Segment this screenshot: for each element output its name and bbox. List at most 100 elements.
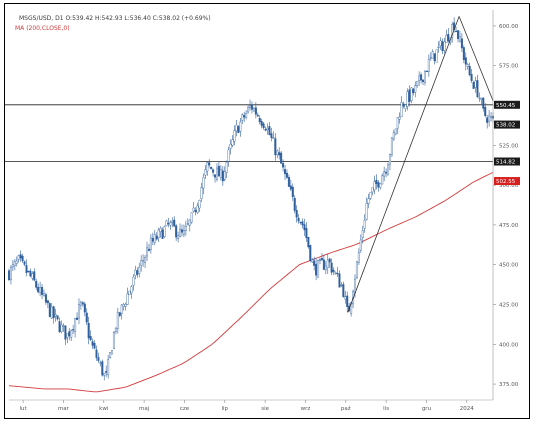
candle-body — [208, 162, 211, 166]
candle-body — [217, 165, 220, 177]
candle-body — [56, 315, 59, 320]
candlestick-chart[interactable]: 600.00575.00550.00525.00500.00475.00450.… — [5, 4, 529, 418]
horizontal-lines-layer — [5, 104, 493, 162]
candle-body — [371, 187, 374, 193]
candle-body — [138, 266, 141, 274]
candle-body — [311, 259, 314, 263]
candle-body — [451, 24, 454, 38]
candle-body — [221, 170, 224, 182]
candle-body — [118, 312, 121, 316]
candle-body — [112, 331, 115, 349]
candle-body — [235, 124, 238, 132]
candle-body — [31, 273, 34, 279]
candle-body — [171, 220, 174, 223]
candle-body — [252, 108, 255, 112]
y-tick-label: 450.00 — [499, 263, 519, 269]
candle-body — [466, 64, 469, 67]
candle-body — [76, 317, 79, 320]
candle-body — [155, 235, 158, 240]
candle-body — [305, 228, 308, 239]
candle-body — [52, 306, 55, 319]
candle-body — [35, 281, 38, 288]
candle-body — [124, 304, 127, 307]
candle-body — [142, 260, 145, 262]
candle-body — [229, 143, 232, 149]
candle-body — [276, 150, 279, 155]
candle-body — [482, 97, 485, 109]
x-tick-label: 2024 — [460, 406, 474, 412]
candle-body — [340, 284, 343, 287]
candle-body — [443, 41, 446, 51]
trendlines-layer — [347, 16, 494, 313]
candle-body — [437, 46, 440, 49]
candle-body — [408, 89, 411, 102]
candle-body — [346, 295, 349, 307]
candle-body — [336, 273, 339, 275]
chart-frame: 600.00575.00550.00525.00500.00475.00450.… — [4, 3, 530, 419]
candle-body — [412, 88, 415, 94]
candle-body — [420, 74, 423, 81]
candle-body — [285, 172, 288, 178]
ma-line — [8, 171, 494, 393]
candle-body — [383, 171, 386, 177]
candle-body — [287, 176, 290, 187]
candle-body — [418, 75, 421, 81]
candle-body — [54, 314, 57, 317]
candle-body — [429, 57, 432, 59]
candle-body — [313, 260, 316, 266]
x-tick-label: lip — [222, 406, 229, 412]
candle-body — [27, 270, 30, 273]
candle-body — [307, 237, 310, 248]
candle-body — [74, 318, 77, 332]
candle-body — [23, 261, 26, 265]
candle-body — [132, 276, 135, 286]
candle-body — [317, 260, 320, 278]
candle-body — [284, 169, 287, 175]
candle-body — [388, 154, 391, 165]
candle-body — [19, 254, 22, 259]
candle-body — [120, 304, 123, 314]
candle-body — [13, 261, 16, 266]
candle-body — [114, 328, 117, 332]
candle-body — [488, 115, 491, 122]
y-tick-label: 575.00 — [499, 64, 519, 70]
candle-body — [460, 38, 463, 49]
symbol-header: MSGS/USD, D1 O:539.42 H:542.93 L:536.40 … — [19, 15, 211, 22]
candle-body — [194, 210, 197, 213]
candle-body — [21, 255, 24, 261]
candle-body — [254, 107, 257, 115]
x-tick-label: kwi — [99, 406, 109, 412]
candle-body — [97, 357, 100, 361]
candle-body — [109, 351, 112, 358]
candle-body — [202, 177, 205, 189]
candle-body — [44, 294, 47, 303]
candle-body — [99, 362, 102, 364]
candle-body — [182, 230, 185, 235]
candle-body — [149, 237, 152, 250]
candle-body — [357, 251, 360, 263]
candle-body — [243, 115, 246, 118]
candle-body — [400, 102, 403, 117]
candle-body — [439, 40, 442, 47]
candle-body — [416, 81, 419, 86]
candle-body — [186, 223, 189, 225]
candle-body — [165, 220, 168, 226]
candle-body — [381, 175, 384, 185]
candle-body — [161, 229, 164, 239]
candle-body — [237, 126, 240, 134]
candle-body — [147, 248, 150, 251]
candle-body — [50, 306, 53, 319]
candle-body — [441, 41, 444, 52]
y-tick-label: 500.00 — [499, 183, 519, 189]
candle-body — [249, 105, 252, 108]
candle-body — [278, 152, 281, 156]
candle-body — [361, 230, 364, 238]
candle-body — [8, 270, 11, 281]
price-tags-layer: 550.45 538.02 514.82 502.55 — [494, 100, 520, 186]
candle-body — [116, 311, 119, 329]
candle-body — [247, 107, 250, 113]
candle-body — [87, 323, 90, 339]
candle-body — [180, 229, 183, 233]
candle-body — [472, 82, 475, 89]
candle-body — [390, 137, 393, 155]
